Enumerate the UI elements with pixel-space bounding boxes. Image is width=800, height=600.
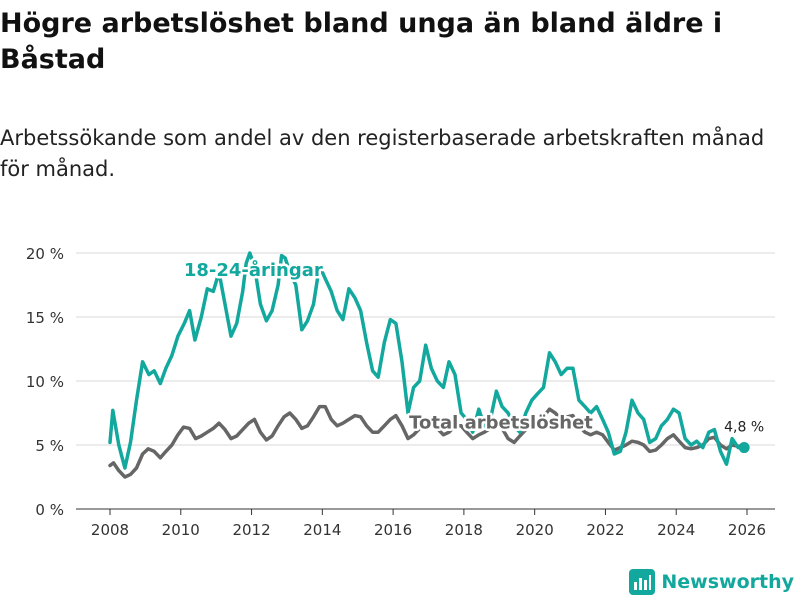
bar-chart-logo-icon xyxy=(629,569,656,595)
x-tick-label: 2024 xyxy=(657,521,695,539)
series-label-youth: 18-24-åringar xyxy=(184,259,323,281)
series-group xyxy=(108,251,746,479)
x-tick-label: 2026 xyxy=(728,521,766,539)
x-tick-label: 2008 xyxy=(91,521,129,539)
series-line-youth xyxy=(108,251,746,470)
newsworthy-brand: Newsworthy xyxy=(629,569,794,595)
last-value-marker xyxy=(738,442,750,454)
series-line-total xyxy=(108,404,746,479)
x-tick-label: 2016 xyxy=(374,521,412,539)
chart-subtitle: Arbetssökande som andel av den registerb… xyxy=(0,126,765,181)
y-tick-label: 10 % xyxy=(26,373,64,391)
y-tick-label: 0 % xyxy=(35,501,64,519)
brand-name: Newsworthy xyxy=(661,571,794,593)
x-tick-label: 2010 xyxy=(162,521,200,539)
series-label-total: Total arbetslöshet xyxy=(409,412,593,433)
y-tick-label: 15 % xyxy=(26,309,64,327)
annotation-group: 18-24-åringar Total arbetslöshet 4,8 % xyxy=(181,257,764,454)
x-tick-label: 2020 xyxy=(516,521,554,539)
y-axis-ticks: 0 % 5 % 10 % 15 % 20 % xyxy=(26,245,64,519)
y-tick-label: 20 % xyxy=(26,245,64,263)
chart-title: Högre arbetslöshet bland unga än bland ä… xyxy=(0,8,723,75)
x-tick-label: 2018 xyxy=(445,521,483,539)
x-axis-ticks: 2008 2010 2012 2014 2016 2018 2020 2022 2024 2026 xyxy=(91,509,766,539)
grid-lines xyxy=(76,252,775,446)
y-tick-label: 5 % xyxy=(35,437,64,455)
x-tick-label: 2022 xyxy=(586,521,624,539)
x-tick-label: 2014 xyxy=(303,521,341,539)
x-tick-label: 2012 xyxy=(232,521,270,539)
last-value-label: 4,8 % xyxy=(724,420,764,436)
